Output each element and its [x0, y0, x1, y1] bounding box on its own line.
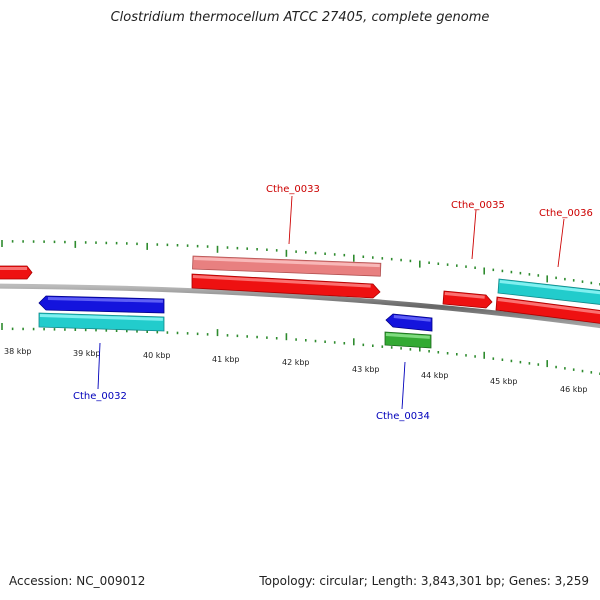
gene-cthe-0031-forward[interactable]: [0, 265, 33, 280]
genome-backbone: [0, 283, 600, 329]
inner-tick-track: [1, 323, 600, 375]
gene-label-cthe-0035[interactable]: Cthe_0035: [451, 200, 505, 211]
gene-cthe-0034-reverse[interactable]: [384, 331, 432, 349]
gene-cthe-0032[interactable]: [38, 295, 165, 314]
gene-highlight: [499, 280, 600, 295]
gene-highlight: [385, 333, 430, 339]
scale-label: 39 kbp: [73, 349, 101, 358]
accession-text: Accession: NC_009012: [9, 574, 146, 588]
label-leader-cthe-0034: [401, 361, 406, 410]
gene-cthe-0032-reverse[interactable]: [38, 312, 165, 332]
gene-cthe-0034[interactable]: [385, 313, 433, 332]
scale-label: 43 kbp: [352, 365, 380, 374]
scale-label: 38 kbp: [4, 347, 32, 356]
scale-label: 41 kbp: [212, 355, 240, 364]
gene-label-cthe-0033[interactable]: Cthe_0033: [266, 184, 320, 195]
gene-highlight: [444, 292, 485, 299]
scale-label: 40 kbp: [143, 351, 171, 360]
gene-highlight: [497, 298, 600, 315]
gene-highlight: [47, 297, 163, 303]
gene-highlight: [193, 257, 380, 268]
gene-label-cthe-0036[interactable]: Cthe_0036: [539, 208, 593, 219]
label-leader-cthe-0033: [288, 195, 293, 245]
gene-highlight: [39, 314, 163, 321]
scale-label: 46 kbp: [560, 385, 588, 394]
label-leader-cthe-0036: [557, 218, 565, 268]
outer-tick-track: [1, 240, 600, 286]
label-leader-cthe-0035: [471, 209, 477, 260]
gene-highlight: [192, 274, 371, 288]
gene-label-cthe-0032[interactable]: Cthe_0032: [73, 391, 127, 402]
label-leader-cthe-0032: [97, 342, 101, 390]
scale-label: 42 kbp: [282, 358, 310, 367]
gene-cthe-0036-reverse[interactable]: [497, 278, 600, 305]
gene-highlight: [0, 267, 27, 270]
scale-label: 45 kbp: [490, 377, 518, 386]
gene-cthe-0033[interactable]: [191, 273, 381, 299]
gene-cthe-0036[interactable]: [495, 296, 600, 324]
gene-highlight: [393, 314, 431, 322]
map-title: Clostridium thermocellum ATCC 27405, com…: [110, 10, 490, 25]
scale-label-group: 38 kbp 39 kbp 40 kbp 41 kbp 42 kbp 43 kb…: [4, 347, 588, 394]
gene-cthe-0035[interactable]: [442, 290, 493, 309]
scale-label: 44 kbp: [421, 371, 449, 380]
gene-label-cthe-0034[interactable]: Cthe_0034: [376, 411, 430, 422]
gene-cthe-0033-reverse[interactable]: [192, 255, 382, 277]
genome-stats-text: Topology: circular; Length: 3,843,301 bp…: [259, 574, 589, 588]
